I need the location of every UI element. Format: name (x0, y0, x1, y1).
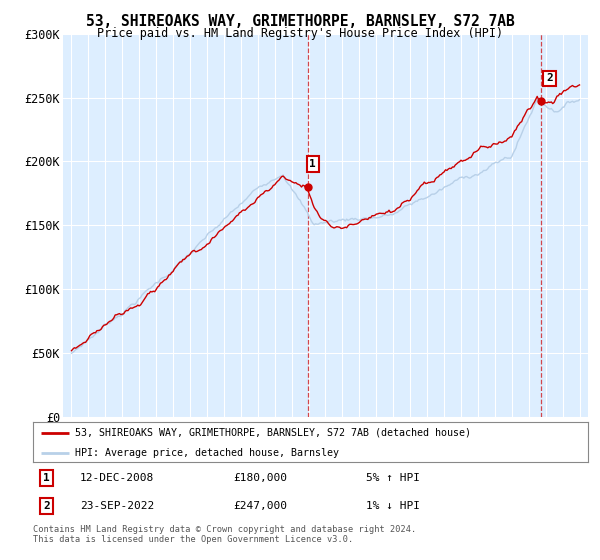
Text: 2: 2 (546, 73, 553, 83)
Text: 12-DEC-2008: 12-DEC-2008 (80, 473, 154, 483)
Text: 23-SEP-2022: 23-SEP-2022 (80, 501, 154, 511)
Text: 1: 1 (310, 159, 316, 169)
Text: 53, SHIREOAKS WAY, GRIMETHORPE, BARNSLEY, S72 7AB: 53, SHIREOAKS WAY, GRIMETHORPE, BARNSLEY… (86, 14, 514, 29)
Text: Price paid vs. HM Land Registry's House Price Index (HPI): Price paid vs. HM Land Registry's House … (97, 27, 503, 40)
Text: 53, SHIREOAKS WAY, GRIMETHORPE, BARNSLEY, S72 7AB (detached house): 53, SHIREOAKS WAY, GRIMETHORPE, BARNSLEY… (74, 428, 470, 438)
Text: Contains HM Land Registry data © Crown copyright and database right 2024.
This d: Contains HM Land Registry data © Crown c… (33, 525, 416, 544)
Text: £180,000: £180,000 (233, 473, 287, 483)
Text: £247,000: £247,000 (233, 501, 287, 511)
Text: 2: 2 (43, 501, 50, 511)
Text: 5% ↑ HPI: 5% ↑ HPI (366, 473, 420, 483)
Text: 1: 1 (43, 473, 50, 483)
Text: HPI: Average price, detached house, Barnsley: HPI: Average price, detached house, Barn… (74, 448, 338, 458)
Text: 1% ↓ HPI: 1% ↓ HPI (366, 501, 420, 511)
